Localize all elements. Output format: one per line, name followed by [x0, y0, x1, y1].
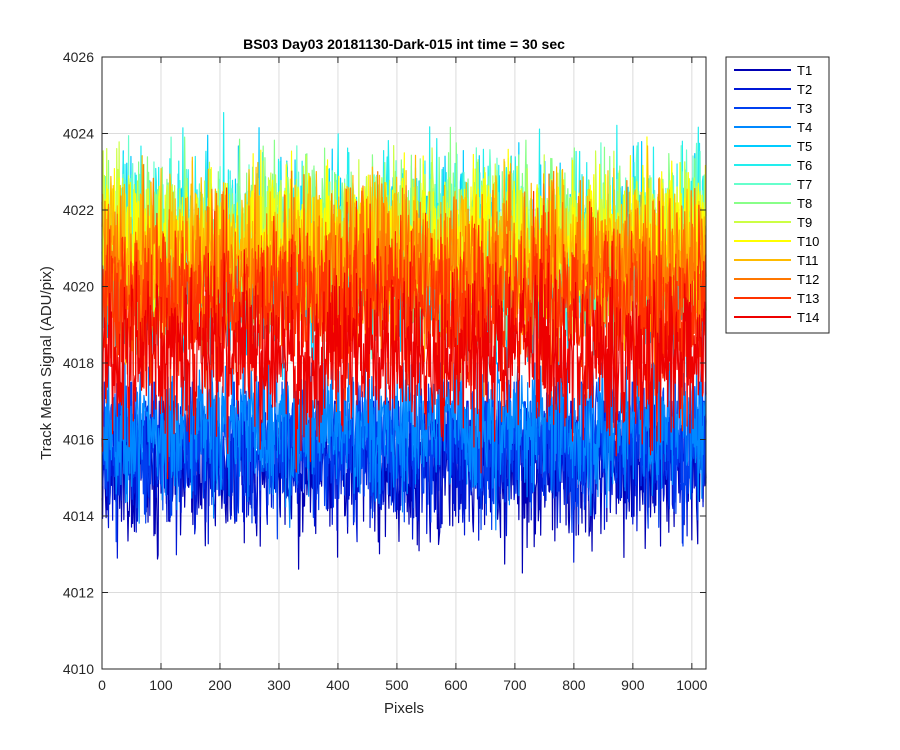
x-tick-label: 700 [503, 677, 527, 693]
x-tick-label: 0 [98, 677, 106, 693]
y-tick-label: 4026 [63, 49, 94, 65]
legend-label-t1: T1 [797, 63, 812, 78]
legend-label-t10: T10 [797, 234, 819, 249]
y-tick-label: 4010 [63, 661, 94, 677]
legend-label-t4: T4 [797, 120, 812, 135]
legend-label-t12: T12 [797, 272, 819, 287]
legend-label-t6: T6 [797, 158, 812, 173]
legend-box [725, 56, 830, 334]
y-tick-label: 4014 [63, 508, 94, 524]
y-tick-label: 4024 [63, 126, 94, 142]
x-tick-label: 800 [562, 677, 586, 693]
legend-label-t5: T5 [797, 139, 812, 154]
legend: T1 T2 T3 T4 T5 T6 T7 T8 T9 T10 T11 T12 T13 T14 [725, 56, 830, 334]
y-tick-label: 4020 [63, 279, 94, 295]
x-tick-label: 900 [621, 677, 645, 693]
x-tick-label: 500 [385, 677, 409, 693]
x-tick-label: 300 [267, 677, 291, 693]
chart-title: BS03 Day03 20181130-Dark-015 int time = … [243, 36, 565, 52]
y-tick-label: 4022 [63, 202, 94, 218]
legend-label-t11: T11 [797, 253, 818, 268]
legend-label-t8: T8 [797, 196, 812, 211]
series-line-t14 [101, 240, 707, 480]
legend-label-t2: T2 [797, 82, 812, 97]
y-tick-label: 4012 [63, 585, 94, 601]
legend-label-t13: T13 [797, 291, 819, 306]
x-tick-label: 100 [149, 677, 173, 693]
x-axis-label: Pixels [384, 700, 424, 717]
x-tick-label: 400 [326, 677, 350, 693]
legend-label-t3: T3 [797, 101, 812, 116]
legend-label-t9: T9 [797, 215, 812, 230]
y-tick-label: 4018 [63, 355, 94, 371]
y-axis-label: Track Mean Signal (ADU/pix) [38, 266, 55, 460]
axis-ticks: 0 100 200 300 400 500 600 700 800 900 1000 4010 4012… [63, 49, 708, 693]
legend-label-t7: T7 [797, 177, 812, 192]
x-tick-label: 600 [444, 677, 468, 693]
x-tick-label: 1000 [676, 677, 707, 693]
legend-label-t14: T14 [797, 310, 819, 325]
x-tick-label: 200 [208, 677, 232, 693]
y-tick-label: 4016 [63, 432, 94, 448]
series-layer [101, 111, 707, 574]
